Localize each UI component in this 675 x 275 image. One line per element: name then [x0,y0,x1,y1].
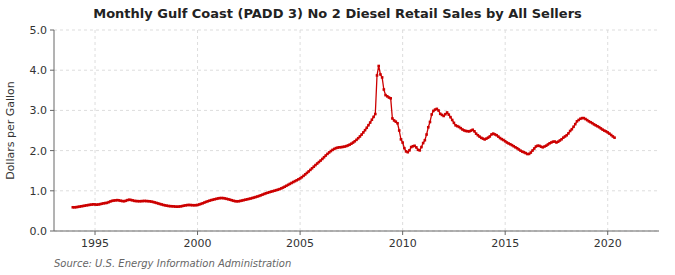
point [429,121,432,124]
x-tick [505,231,506,235]
x-grid-line [95,30,96,231]
grid [54,30,659,231]
point [408,149,411,152]
x-tick-label: 2015 [491,237,519,250]
point [420,146,423,149]
y-axis-label: Dollars per Gallon [4,81,17,180]
x-tick-label: 1995 [81,237,109,250]
y-tick-label: 5.0 [30,24,48,37]
point [473,130,476,133]
point [415,146,418,149]
x-grid-line [197,30,198,231]
point [567,132,570,135]
point [451,119,454,122]
y-axis-line [54,30,55,231]
point [449,116,452,119]
y-tick [50,231,54,232]
x-axis-line [54,231,659,232]
point [383,88,386,91]
point [389,97,392,100]
point [376,74,379,77]
point [403,147,406,150]
point [371,118,374,121]
point [437,109,440,112]
point [379,73,382,76]
chart: Monthly Gulf Coast (PADD 3) No 2 Diesel … [0,0,675,275]
y-tick [50,110,54,111]
x-grid-line [505,30,506,231]
x-grid-line [300,30,301,231]
line [73,66,615,207]
point [400,138,403,141]
point [367,124,370,127]
x-tick [402,231,403,235]
y-grid-line [54,30,659,31]
y-grid-line [54,150,659,151]
x-grid-line [402,30,403,231]
y-tick [50,190,54,191]
x-tick [607,231,608,235]
x-tick-label: 2010 [389,237,417,250]
y-tick-label: 3.0 [30,104,48,117]
point [447,113,450,116]
x-tick-label: 2020 [594,237,622,250]
point [362,131,365,134]
y-grid-line [54,231,659,232]
point [574,123,577,126]
point [571,128,574,131]
point [453,122,456,125]
point [374,113,377,116]
x-tick [197,231,198,235]
axes: 0.0 1.0 2.0 3.0 4.0 5.0 1995 2000 2005 2010 2015 20… [30,24,660,250]
series [72,65,616,209]
point [424,139,427,142]
point [364,129,367,132]
y-grid-line [54,190,659,191]
point [613,136,616,139]
point [381,76,384,79]
x-grid-line [607,30,608,231]
point [572,126,575,129]
y-tick-label: 4.0 [30,64,48,77]
point [372,116,375,119]
source-note: Source: U.S. Energy Information Administ… [54,258,291,269]
title: Monthly Gulf Coast (PADD 3) No 2 Diesel … [93,6,582,21]
point [430,113,433,116]
y-tick-label: 2.0 [30,145,48,158]
point [369,121,372,124]
x-tick-label: 2000 [184,237,212,250]
y-tick [50,70,54,71]
x-tick [300,231,301,235]
point [396,122,399,125]
y-grid-line [54,110,659,111]
y-grid-line [54,70,659,71]
y-tick-label: 1.0 [30,185,48,198]
point [425,133,428,136]
point [422,142,425,145]
point [418,149,421,152]
point [377,65,380,68]
point [398,129,401,132]
y-tick-label: 0.0 [30,225,48,238]
point [401,141,404,144]
point [427,126,430,129]
y-tick [50,30,54,31]
y-tick [50,150,54,151]
x-tick [95,231,96,235]
point [365,126,368,129]
x-tick-label: 2005 [286,237,314,250]
